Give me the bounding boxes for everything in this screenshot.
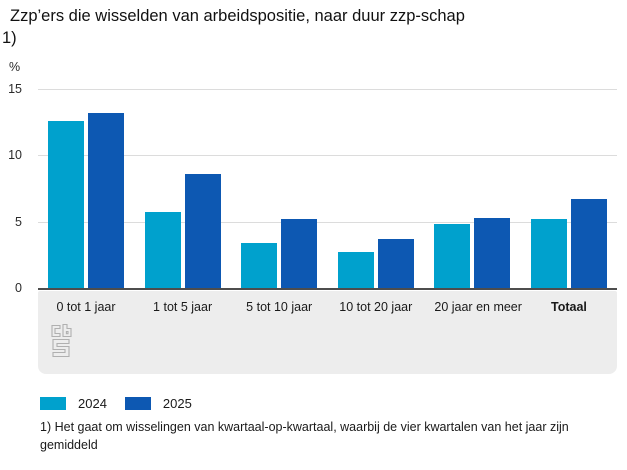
gridline-5 [38,221,617,223]
bar-group-4 [337,89,414,288]
chart-title-line1: Zzp’ers die wisselden van arbeidspositie… [10,7,465,25]
x-category-label-3: 5 tot 10 jaar [246,300,313,314]
y-tick-label-10: 10 [8,148,22,163]
legend-label-2025: 2025 [162,396,192,411]
bar-2025-1 [88,112,124,288]
legend-item-2024[interactable]: 2024 [40,396,107,411]
x-category-label-5: 20 jaar en meer [434,300,522,314]
bar-2024-5 [434,224,471,288]
bar-2025-4 [377,238,414,288]
x-category-label-6: Totaal [551,300,587,314]
legend-swatch-2024 [40,397,66,410]
bar-2025-3 [281,219,318,288]
bar-group-2 [144,89,221,288]
bar-2024-6 [530,219,567,288]
bar-group-6 [530,89,607,288]
legend-item-2025[interactable]: 2025 [124,396,192,411]
bar-group-1 [48,89,124,288]
bar-2024-1 [48,120,84,288]
bar-group-5 [434,89,511,288]
gridline-10 [38,155,617,157]
bar-2024-3 [241,242,278,288]
bar-series-container [38,89,617,288]
gridline-15 [38,89,617,90]
y-tick-label-0: 0 [15,281,22,295]
x-category-label-1: 0 tot 1 jaar [56,300,116,314]
footnote-text: 1) Het gaat om wisselingen van kwartaal-… [40,420,569,452]
legend: 2024 2025 [40,396,192,411]
x-axis-category-labels: 0 tot 1 jaar 1 tot 5 jaar 5 tot 10 jaar 10 … [38,291,617,314]
cbs-logo-icon [51,324,72,358]
bar-2025-6 [570,199,607,288]
legend-label-2024: 2024 [78,396,107,411]
chart-title: Zzp’ers die wisselden van arbeidspositie… [2,6,465,49]
bar-2024-4 [337,252,374,288]
bar-group-3 [241,89,318,288]
y-tick-label-5: 5 [15,214,22,229]
x-category-label-2: 1 tot 5 jaar [153,300,213,314]
y-axis-unit-label: % [9,60,21,74]
bar-2025-5 [474,217,511,288]
x-category-label-4: 10 tot 20 jaar [339,300,413,314]
legend-swatch-2025 [124,397,151,410]
x-axis-strip: 0 tot 1 jaar 1 tot 5 jaar 5 tot 10 jaar 10 … [38,291,617,374]
chart-title-footnote-marker: 1) [2,28,17,47]
plot-area [38,89,617,290]
y-tick-label-15: 15 [8,82,22,96]
y-axis-tick-labels: 0 5 10 15 [0,82,22,295]
bar-2025-2 [184,173,221,288]
bar-2024-2 [144,212,181,288]
